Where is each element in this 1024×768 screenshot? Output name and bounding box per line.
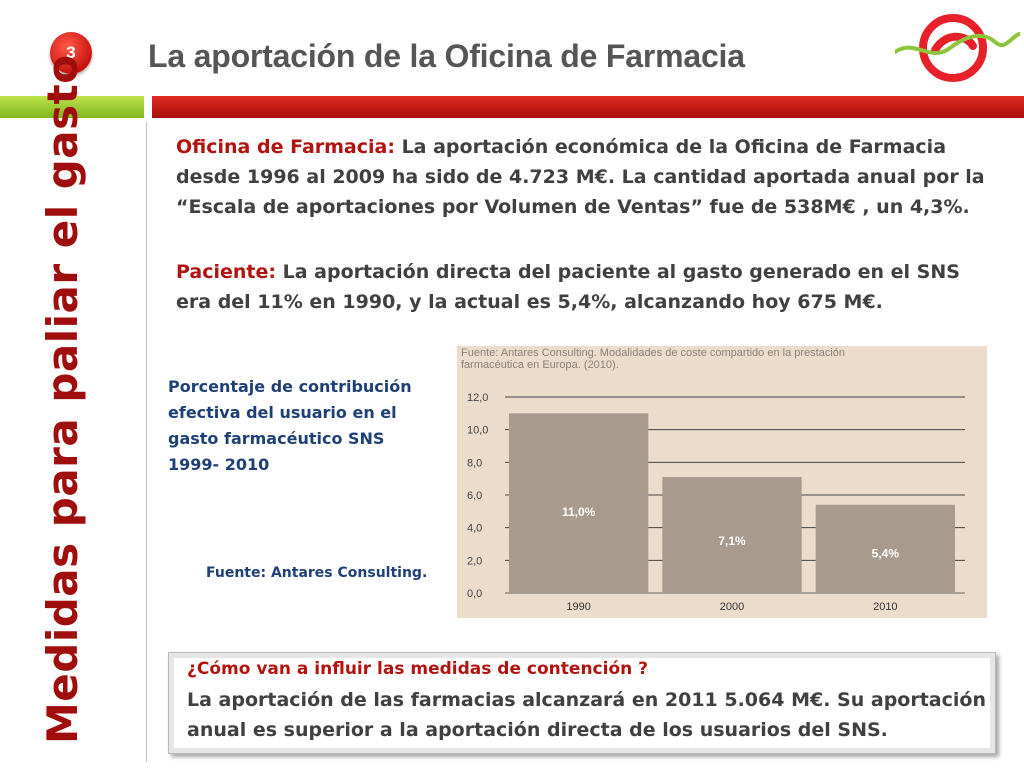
conclusion-box: ¿Cómo van a influir las medidas de conte…	[168, 652, 996, 754]
data-label: 11,0%	[562, 505, 596, 519]
chart-title: Fuente: Antares Consulting. Modalidades …	[461, 347, 845, 371]
bar-chart-svg: Fuente: Antares Consulting. Modalidades …	[461, 347, 965, 613]
slide-number-badge: 3	[50, 32, 92, 74]
paragraph-label: Paciente:	[176, 261, 276, 283]
chart-caption: Porcentaje de contribución efectiva del …	[168, 377, 412, 474]
logo-icon	[895, 14, 1020, 82]
conclusion-answer: La aportación de las farmacias alcanzará…	[187, 689, 986, 741]
paragraph-text: La aportación directa del paciente al ga…	[176, 261, 960, 313]
data-label: 5,4%	[872, 546, 900, 560]
bar	[662, 477, 802, 593]
paragraph-text: La aportación económica de la Oficina de…	[176, 136, 985, 218]
x-tick-label: 1990	[566, 601, 590, 613]
bar	[509, 413, 649, 593]
x-tick-label: 2000	[720, 601, 744, 613]
y-tick-label: 2,0	[467, 555, 482, 567]
y-tick-label: 10,0	[467, 425, 488, 437]
bar	[815, 504, 955, 593]
chart-source: Fuente: Antares Consulting.	[206, 565, 428, 581]
y-tick-label: 12,0	[467, 392, 488, 404]
paragraph-farmacia: Oficina de Farmacia: La aportación econó…	[176, 132, 996, 222]
conclusion-question: ¿Cómo van a influir las medidas de conte…	[187, 659, 649, 679]
paragraph-label: Oficina de Farmacia:	[176, 136, 395, 158]
data-label: 7,1%	[718, 534, 746, 548]
header-bar-green	[0, 96, 144, 118]
y-tick-label: 4,0	[467, 523, 482, 535]
divider-line	[146, 122, 147, 762]
y-tick-label: 6,0	[467, 490, 482, 502]
y-tick-label: 0,0	[467, 588, 482, 600]
header-bar-red	[152, 96, 1024, 118]
paragraph-paciente: Paciente: La aportación directa del paci…	[176, 257, 996, 317]
y-tick-label: 8,0	[467, 457, 482, 469]
page-title: La aportación de la Oficina de Farmacia	[148, 38, 745, 74]
sidebar-title: Medidas para paliar el gasto	[38, 54, 87, 744]
x-tick-label: 2010	[873, 601, 897, 613]
bar-chart: Fuente: Antares Consulting. Modalidades …	[457, 346, 987, 618]
